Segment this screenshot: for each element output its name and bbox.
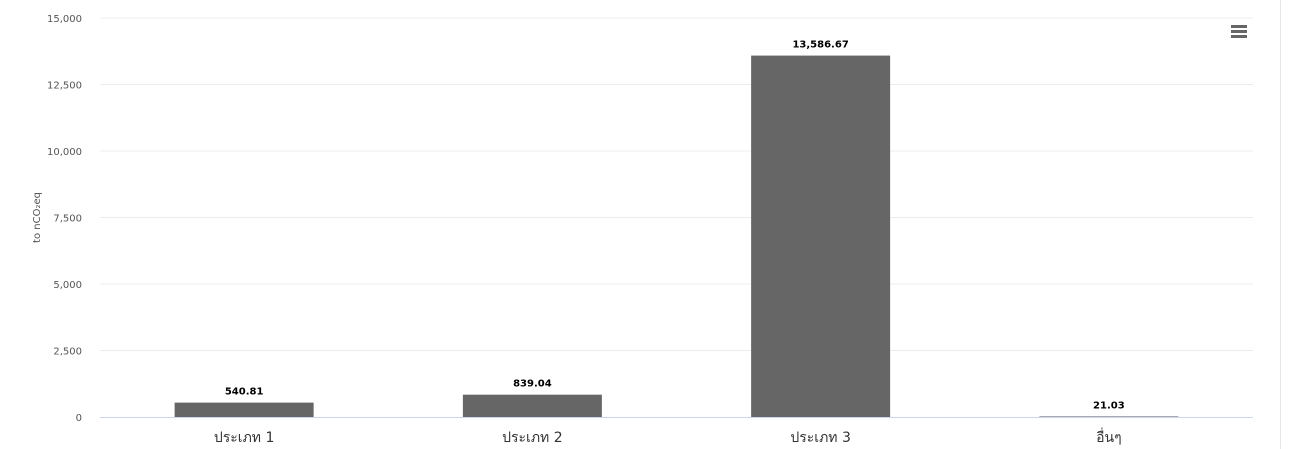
hamburger-menu-icon-line bbox=[1231, 30, 1247, 33]
data-labels: 540.81 839.04 13,586.67 21.03 bbox=[225, 40, 1125, 412]
x-tick-label: ประเภท 2 bbox=[502, 430, 563, 446]
bars bbox=[174, 55, 1179, 418]
x-tick-label: ประเภท 3 bbox=[790, 430, 851, 446]
hamburger-menu-icon bbox=[1231, 25, 1247, 28]
gridlines bbox=[100, 17, 1253, 351]
x-tick-label: ประเภท 1 bbox=[214, 430, 275, 446]
bar[interactable] bbox=[174, 402, 314, 417]
y-tick-label: 2,500 bbox=[53, 347, 82, 358]
y-tick-label: 12,500 bbox=[47, 81, 82, 92]
bar[interactable] bbox=[462, 394, 602, 417]
y-tick-label: 10,000 bbox=[47, 147, 82, 158]
y-tick-label: 15,000 bbox=[47, 14, 82, 25]
bar[interactable] bbox=[751, 55, 891, 418]
y-tick-label: 7,500 bbox=[53, 214, 82, 225]
data-label: 540.81 bbox=[225, 387, 264, 398]
x-axis-ticks: ประเภท 1 ประเภท 2 ประเภท 3 อื่นๆ bbox=[214, 428, 1122, 446]
chart-menu-button[interactable] bbox=[1228, 22, 1250, 42]
data-label: 21.03 bbox=[1093, 400, 1125, 411]
y-axis-label: to nCO₂eq bbox=[32, 192, 43, 243]
x-tick-label: อื่นๆ bbox=[1096, 428, 1122, 446]
data-label: 13,586.67 bbox=[792, 40, 848, 51]
panel-border bbox=[1280, 0, 1281, 449]
y-tick-label: 0 bbox=[76, 413, 82, 424]
data-label: 839.04 bbox=[513, 379, 552, 390]
y-axis-ticks: 0 2,500 5,000 7,500 10,000 12,500 15,000 bbox=[47, 14, 82, 424]
bar[interactable] bbox=[1039, 416, 1179, 417]
y-tick-label: 5,000 bbox=[53, 280, 82, 291]
hamburger-menu-icon-line bbox=[1231, 35, 1247, 38]
